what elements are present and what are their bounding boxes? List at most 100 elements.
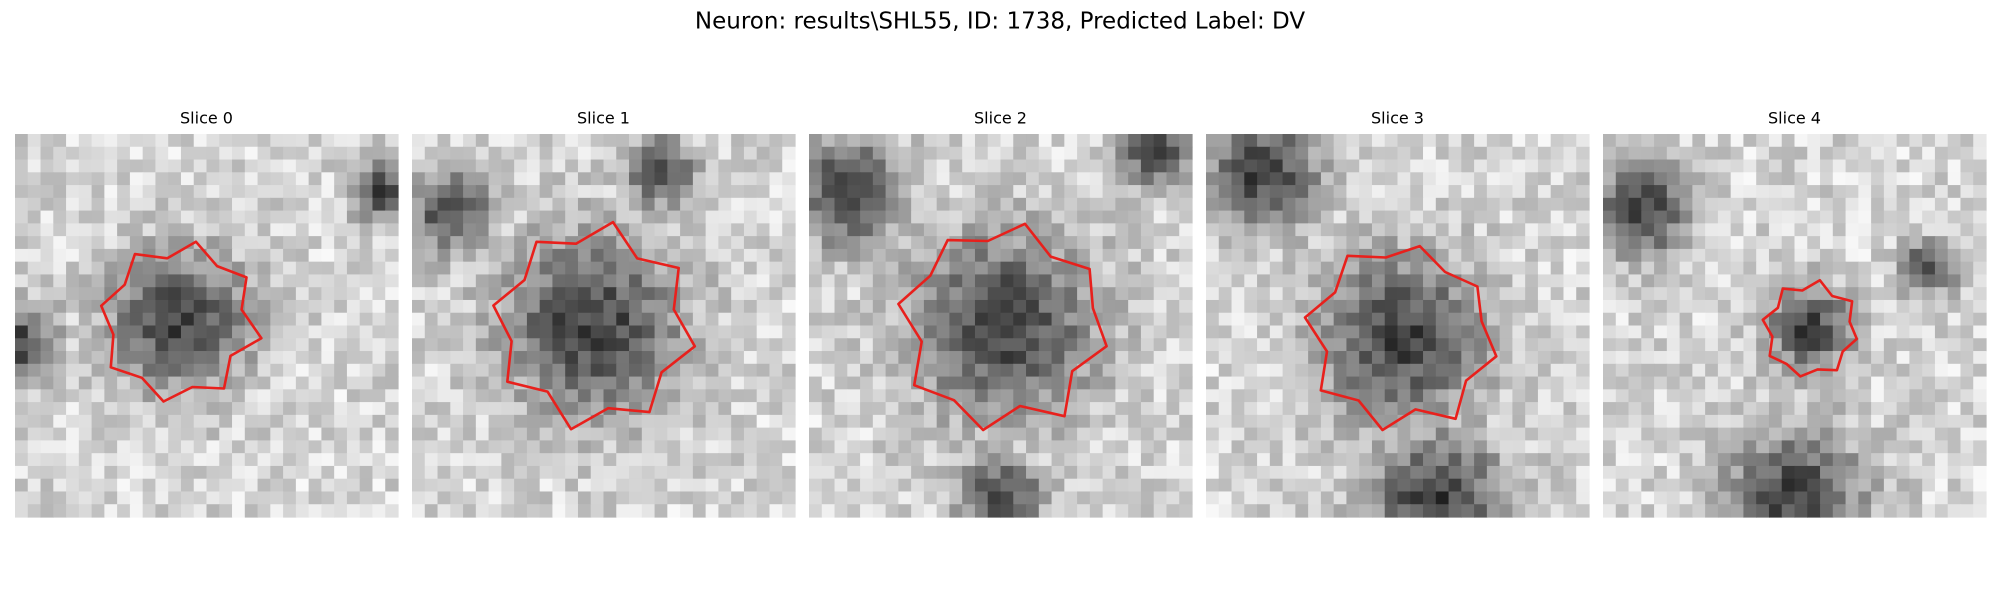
pixel bbox=[1448, 325, 1462, 339]
pixel bbox=[1781, 351, 1796, 365]
pixel bbox=[1692, 172, 1706, 186]
pixel bbox=[743, 134, 758, 148]
pixel bbox=[782, 402, 796, 416]
pixel bbox=[705, 351, 719, 365]
pixel bbox=[270, 274, 284, 288]
pixel bbox=[667, 134, 681, 148]
pixel bbox=[1705, 465, 1719, 480]
pixel bbox=[654, 287, 668, 301]
pixel bbox=[180, 210, 195, 224]
pixel bbox=[1947, 504, 1962, 518]
pixel bbox=[53, 197, 67, 212]
pixel bbox=[1512, 185, 1526, 199]
pixel bbox=[1705, 287, 1719, 301]
pixel bbox=[15, 185, 29, 199]
pixel bbox=[1371, 325, 1386, 339]
pixel bbox=[680, 210, 694, 224]
pixel bbox=[629, 223, 643, 237]
pixel bbox=[1641, 491, 1655, 505]
pixel bbox=[193, 172, 208, 186]
pixel bbox=[1537, 197, 1552, 212]
pixel bbox=[1486, 146, 1501, 161]
pixel bbox=[552, 299, 566, 314]
pixel bbox=[1244, 389, 1258, 403]
pixel bbox=[104, 414, 118, 429]
pixel bbox=[860, 287, 874, 301]
pixel bbox=[1537, 491, 1552, 505]
pixel bbox=[923, 172, 938, 186]
pixel bbox=[616, 210, 630, 224]
pixel bbox=[1089, 427, 1104, 441]
pixel bbox=[1550, 172, 1565, 186]
pixel bbox=[53, 274, 67, 288]
pixel bbox=[1807, 427, 1821, 441]
pixel bbox=[91, 236, 105, 250]
pixel bbox=[1333, 146, 1348, 161]
pixel bbox=[53, 223, 67, 237]
pixel bbox=[1717, 440, 1732, 454]
pixel bbox=[782, 491, 796, 505]
pixel bbox=[372, 351, 386, 365]
pixel bbox=[1563, 274, 1577, 288]
pixel bbox=[1102, 478, 1116, 493]
pixel bbox=[1603, 172, 1617, 186]
pixel bbox=[629, 389, 643, 403]
pixel bbox=[1102, 159, 1116, 173]
pixel bbox=[1397, 325, 1411, 339]
pixel bbox=[731, 338, 745, 352]
pixel bbox=[809, 134, 823, 148]
pixel bbox=[1051, 312, 1065, 327]
pixel bbox=[1705, 172, 1719, 186]
pixel bbox=[603, 478, 617, 493]
pixel bbox=[898, 274, 912, 288]
pixel bbox=[1115, 146, 1129, 161]
pixel bbox=[1960, 236, 1974, 250]
pixel bbox=[1038, 453, 1053, 467]
pixel bbox=[1537, 363, 1552, 378]
pixel bbox=[1781, 414, 1796, 429]
pixel bbox=[1705, 376, 1719, 390]
pixel bbox=[1692, 440, 1706, 454]
pixel bbox=[1666, 172, 1681, 186]
pixel bbox=[142, 223, 157, 237]
pixel bbox=[680, 312, 694, 327]
pixel bbox=[1922, 465, 1936, 480]
pixel bbox=[334, 261, 348, 276]
pixel bbox=[872, 478, 887, 493]
pixel bbox=[1179, 389, 1193, 403]
pixel bbox=[346, 414, 361, 429]
pixel bbox=[539, 134, 554, 148]
pixel bbox=[1641, 197, 1655, 212]
pixel bbox=[949, 299, 963, 314]
pixel bbox=[1179, 504, 1193, 518]
pixel bbox=[1166, 478, 1180, 493]
pixel bbox=[616, 338, 630, 352]
pixel bbox=[809, 465, 823, 480]
pixel bbox=[27, 376, 42, 390]
pixel bbox=[463, 134, 477, 148]
pixel bbox=[809, 223, 823, 237]
pixel bbox=[232, 236, 246, 250]
pixel bbox=[1871, 453, 1885, 467]
pixel bbox=[834, 299, 848, 314]
pixel bbox=[1730, 414, 1745, 429]
pixel bbox=[654, 465, 668, 480]
pixel bbox=[860, 376, 874, 390]
pixel bbox=[1308, 287, 1322, 301]
pixel bbox=[885, 299, 899, 314]
pixel bbox=[860, 351, 874, 365]
pixel bbox=[731, 389, 745, 403]
pixel bbox=[629, 414, 643, 429]
pixel bbox=[731, 312, 745, 327]
pixel bbox=[219, 223, 233, 237]
pixel bbox=[987, 197, 1002, 212]
pixel bbox=[1576, 185, 1590, 199]
pixel bbox=[193, 363, 208, 378]
pixel bbox=[987, 185, 1002, 199]
pixel bbox=[168, 363, 182, 378]
pixel bbox=[1858, 248, 1872, 263]
pixel bbox=[1282, 261, 1296, 276]
pixel bbox=[104, 236, 118, 250]
pixel bbox=[974, 363, 989, 378]
pixel bbox=[1563, 351, 1577, 365]
